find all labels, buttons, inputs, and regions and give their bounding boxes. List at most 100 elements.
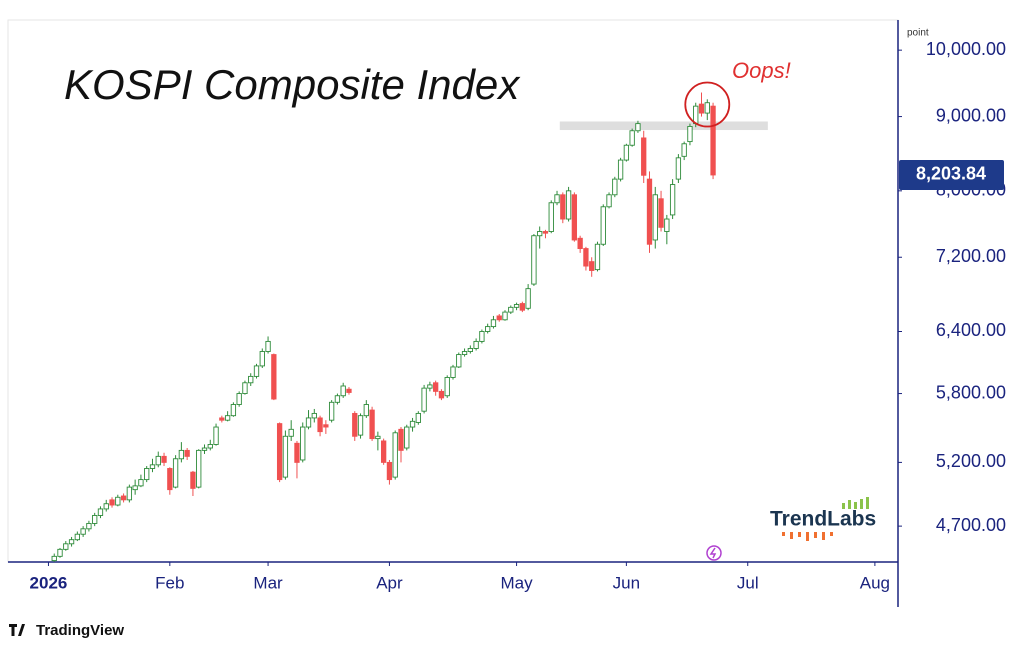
y-tick-label: 4,700.00 — [936, 515, 1006, 535]
y-tick-label: 5,800.00 — [936, 382, 1006, 402]
candle-body — [623, 144, 630, 161]
candle-body — [51, 555, 57, 562]
y-unit: point — [907, 28, 929, 39]
candle-body — [311, 412, 317, 419]
candle-body — [404, 426, 410, 449]
candle-body — [450, 366, 456, 378]
candle-body — [68, 539, 75, 545]
candle-body — [369, 409, 375, 440]
brand-logo: TrendLabs — [770, 497, 876, 541]
candle-body — [508, 306, 514, 313]
candle-body — [577, 237, 583, 250]
plot-area — [7, 19, 899, 563]
highlight-circle — [684, 81, 731, 128]
candle-body — [109, 499, 115, 506]
logo-bar — [854, 502, 857, 509]
candle-body — [97, 508, 104, 516]
candle-body — [392, 432, 398, 478]
candle-body — [265, 340, 271, 352]
logo-bar — [782, 532, 785, 536]
candle-body — [433, 382, 439, 392]
candle-body — [357, 415, 364, 436]
candle-body — [456, 354, 462, 368]
candle-body — [612, 178, 618, 196]
candle-body — [74, 533, 81, 541]
candle-body — [219, 417, 225, 421]
event-icon[interactable] — [706, 545, 722, 561]
candle-body — [635, 123, 641, 132]
brand: TrendLabs — [770, 508, 876, 531]
y-tick-label: 10,000.00 — [926, 39, 1006, 59]
candle-body — [479, 331, 485, 342]
candle-body — [641, 137, 647, 176]
candle-body — [184, 449, 190, 457]
candle-body — [664, 218, 670, 232]
candle-body — [259, 351, 265, 367]
candle-body — [282, 435, 289, 478]
candle-body — [658, 198, 664, 228]
candle-body — [537, 231, 543, 237]
logo-bar — [798, 532, 801, 537]
candle-body — [589, 261, 595, 271]
candle-body — [86, 522, 92, 530]
footer-logo: TradingView — [9, 622, 124, 639]
event-icon-bolt — [709, 547, 717, 559]
candle-body — [617, 159, 624, 180]
last-price-label: 8,203.84 — [916, 164, 986, 184]
candle-body — [554, 194, 560, 204]
x-tick-label: Feb — [155, 573, 184, 592]
y-tick-label: 7,200.00 — [936, 246, 1006, 266]
candle-body — [132, 485, 138, 491]
last-price-box — [899, 159, 1004, 190]
candle-body — [496, 315, 502, 321]
candle-body — [409, 420, 416, 428]
candle-body — [490, 319, 497, 328]
y-tick-label: 5,200.00 — [936, 451, 1006, 471]
candle-body — [317, 417, 323, 433]
candle-body — [207, 444, 213, 449]
resistance-zone — [559, 121, 768, 131]
candle-body — [294, 442, 300, 463]
y-tick-label: 9,000.00 — [936, 105, 1006, 125]
candle-body — [57, 548, 63, 557]
candle-body — [138, 479, 144, 487]
candle-body — [190, 471, 196, 489]
candle-body — [669, 184, 676, 216]
candle-body — [328, 401, 335, 421]
candle-body — [571, 194, 578, 241]
x-tick-label: Mar — [253, 573, 283, 592]
logo-bar — [842, 503, 845, 509]
footer-brand: TradingView — [36, 622, 124, 639]
candle-body — [542, 231, 549, 234]
candle-body — [161, 455, 167, 463]
chart-title: KOSPI Composite Index — [64, 61, 521, 108]
candle-body — [502, 311, 508, 321]
candle-body — [565, 190, 572, 220]
candle-body — [531, 235, 537, 285]
candle-body — [485, 326, 491, 332]
candle-body — [467, 348, 473, 352]
candle-body — [80, 528, 86, 535]
candle-body — [288, 428, 294, 437]
candle-body — [513, 304, 520, 308]
candle-body — [398, 428, 404, 451]
candle-body — [253, 365, 260, 377]
candle-body — [236, 393, 242, 405]
candle-body — [473, 340, 479, 349]
candle-body — [201, 447, 208, 451]
x-tick-label: May — [501, 573, 534, 592]
logo-bar — [866, 497, 869, 509]
candle-body — [606, 194, 612, 208]
y-tick-label: 6,400.00 — [936, 320, 1006, 340]
candle-body — [652, 194, 658, 241]
candle-body — [427, 384, 433, 389]
candle-body — [583, 248, 589, 267]
candle-body — [560, 194, 566, 220]
candle-body — [594, 243, 601, 271]
candle-body — [698, 103, 705, 114]
candle-body — [126, 486, 133, 501]
candle-body — [704, 102, 710, 114]
candle-body — [63, 543, 69, 550]
logo-bar — [860, 499, 863, 509]
